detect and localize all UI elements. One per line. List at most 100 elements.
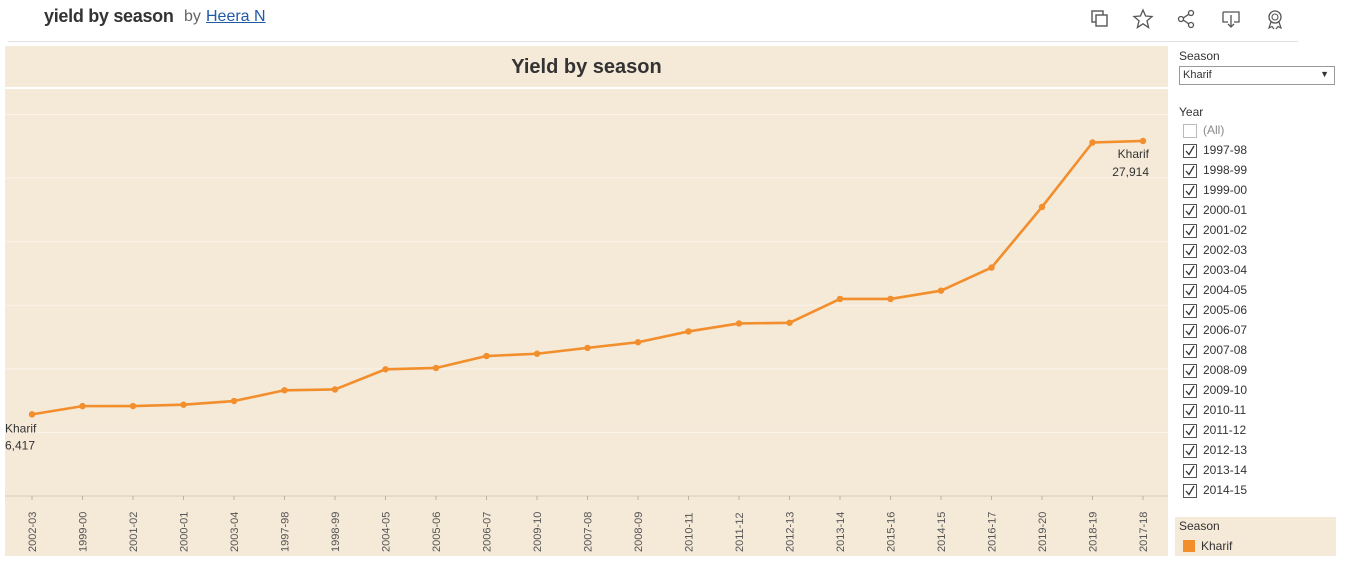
x-tick-label: 2017-18 xyxy=(1138,512,1150,552)
x-tick-label: 2005-06 xyxy=(431,512,443,552)
legend-swatch-kharif xyxy=(1183,540,1195,552)
chart-title: Yield by season xyxy=(511,56,662,78)
x-tick-label: 2012-13 xyxy=(785,512,797,552)
line-chart: 2002-03 1999-00 2001-02 2000-01 2003-04 1997-… xyxy=(5,113,1168,552)
checked-checkbox-icon[interactable] xyxy=(1183,164,1197,178)
x-tick-label: 2000-01 xyxy=(179,512,191,552)
annotation-label: Kharif xyxy=(5,421,37,435)
x-tick-label: 1998-99 xyxy=(330,512,342,552)
checked-checkbox-icon[interactable] xyxy=(1183,364,1197,378)
season-filter-label: Season xyxy=(1179,49,1220,63)
checked-checkbox-icon[interactable] xyxy=(1183,224,1197,238)
data-point xyxy=(28,411,36,418)
year-option-label: 2002-03 xyxy=(1203,243,1248,257)
season-dropdown[interactable]: Kharif ▼ xyxy=(1179,66,1335,85)
data-point xyxy=(230,397,238,405)
title-separator xyxy=(5,87,1168,89)
author-link[interactable]: Heera N xyxy=(206,8,266,25)
checked-checkbox-icon[interactable] xyxy=(1183,304,1197,318)
checked-checkbox-icon[interactable] xyxy=(1183,384,1197,398)
x-tick-label: 2010-11 xyxy=(684,512,696,552)
data-point xyxy=(432,364,440,372)
x-tick-label: 2003-04 xyxy=(229,512,241,552)
download-icon[interactable] xyxy=(1220,8,1242,30)
year-option-label: 1997-98 xyxy=(1203,143,1248,157)
checked-checkbox-icon[interactable] xyxy=(1183,444,1197,458)
data-point xyxy=(887,295,894,303)
x-tick-label: 2018-19 xyxy=(1088,512,1100,552)
year-option-label: 2014-15 xyxy=(1203,483,1248,497)
x-tick-label: 2011-12 xyxy=(734,512,746,552)
year-option-label: 2004-05 xyxy=(1203,283,1248,297)
data-point xyxy=(331,386,339,393)
by-label: by xyxy=(184,8,201,25)
x-tick-label: 2007-08 xyxy=(583,512,595,552)
data-point xyxy=(1038,203,1046,211)
chart-title-bar: Yield by season xyxy=(5,46,1168,86)
annotation-value: 6,417 xyxy=(5,438,35,452)
data-point xyxy=(685,328,692,335)
year-filter-label: Year xyxy=(1179,105,1204,119)
data-point xyxy=(79,402,86,410)
data-point xyxy=(634,339,642,346)
checked-checkbox-icon[interactable] xyxy=(1183,264,1197,278)
checked-checkbox-icon[interactable] xyxy=(1183,244,1197,258)
annotation-value: 27,914 xyxy=(1112,165,1149,179)
star-icon[interactable] xyxy=(1132,8,1154,30)
checked-checkbox-icon[interactable] xyxy=(1183,284,1197,298)
checked-checkbox-icon[interactable] xyxy=(1183,464,1197,478)
year-option-label: 2012-13 xyxy=(1203,443,1248,457)
year-option-label: 2001-02 xyxy=(1203,223,1248,237)
x-tick-label: 2004-05 xyxy=(381,512,393,552)
checked-checkbox-icon[interactable] xyxy=(1183,144,1197,158)
unchecked-checkbox-icon[interactable] xyxy=(1183,124,1197,138)
x-tick-label: 2019-20 xyxy=(1037,512,1049,552)
x-tick-label: 2009-10 xyxy=(532,512,544,552)
checked-checkbox-icon[interactable] xyxy=(1183,484,1197,498)
data-point xyxy=(281,387,288,394)
checked-checkbox-icon[interactable] xyxy=(1183,184,1197,198)
year-option-label: 2000-01 xyxy=(1203,203,1248,217)
data-point xyxy=(382,366,389,373)
data-point xyxy=(1089,139,1096,146)
checked-checkbox-icon[interactable] xyxy=(1183,404,1197,418)
checked-checkbox-icon[interactable] xyxy=(1183,324,1197,338)
legend-title: Season xyxy=(1179,519,1220,533)
data-point xyxy=(988,264,995,271)
data-point xyxy=(1139,137,1147,145)
year-option-label: 2008-09 xyxy=(1203,363,1248,377)
year-option-label: 2007-08 xyxy=(1203,343,1248,357)
data-point xyxy=(836,295,844,303)
chart-panel: Yield by season 2002-03 1999-00 2001-02 200… xyxy=(5,46,1168,556)
year-option-label: 2013-14 xyxy=(1203,463,1248,477)
data-point xyxy=(937,287,945,294)
viz-title: yield by season xyxy=(44,6,174,26)
x-tick-label: 2016-17 xyxy=(987,512,999,552)
x-tick-label: 1997-98 xyxy=(280,512,292,552)
x-tick-label: 2015-16 xyxy=(886,512,898,552)
badge-icon[interactable] xyxy=(1264,8,1286,30)
x-tick-label: 2002-03 xyxy=(27,512,39,552)
filter-panel: Season Kharif ▼ Year (All) 1997-98 1998-99… xyxy=(1175,44,1340,514)
data-point xyxy=(483,352,490,360)
year-option-label: (All) xyxy=(1203,123,1225,137)
year-option-label: 2005-06 xyxy=(1203,303,1248,317)
season-dropdown-value: Kharif xyxy=(1183,69,1212,81)
checked-checkbox-icon[interactable] xyxy=(1183,344,1197,358)
chevron-down-icon: ▼ xyxy=(1320,69,1329,79)
year-option-label: 2010-11 xyxy=(1203,403,1247,417)
copy-icon[interactable] xyxy=(1088,8,1110,30)
legend: Season Kharif xyxy=(1175,517,1336,556)
checked-checkbox-icon[interactable] xyxy=(1183,204,1197,218)
x-tick-label: 2014-15 xyxy=(936,512,948,552)
annotation-label: Kharif xyxy=(1118,147,1150,161)
data-point xyxy=(533,350,541,357)
data-point xyxy=(129,402,137,410)
data-point xyxy=(584,344,591,352)
checked-checkbox-icon[interactable] xyxy=(1183,424,1197,438)
year-option-label: 2011-12 xyxy=(1203,423,1247,437)
year-option-label: 2006-07 xyxy=(1203,323,1248,337)
share-icon[interactable] xyxy=(1175,8,1197,30)
year-checklist[interactable]: (All) 1997-98 1998-99 1999-00 2000-01 2001-02… xyxy=(1175,122,1340,508)
x-tick-label: 2001-02 xyxy=(128,512,140,552)
